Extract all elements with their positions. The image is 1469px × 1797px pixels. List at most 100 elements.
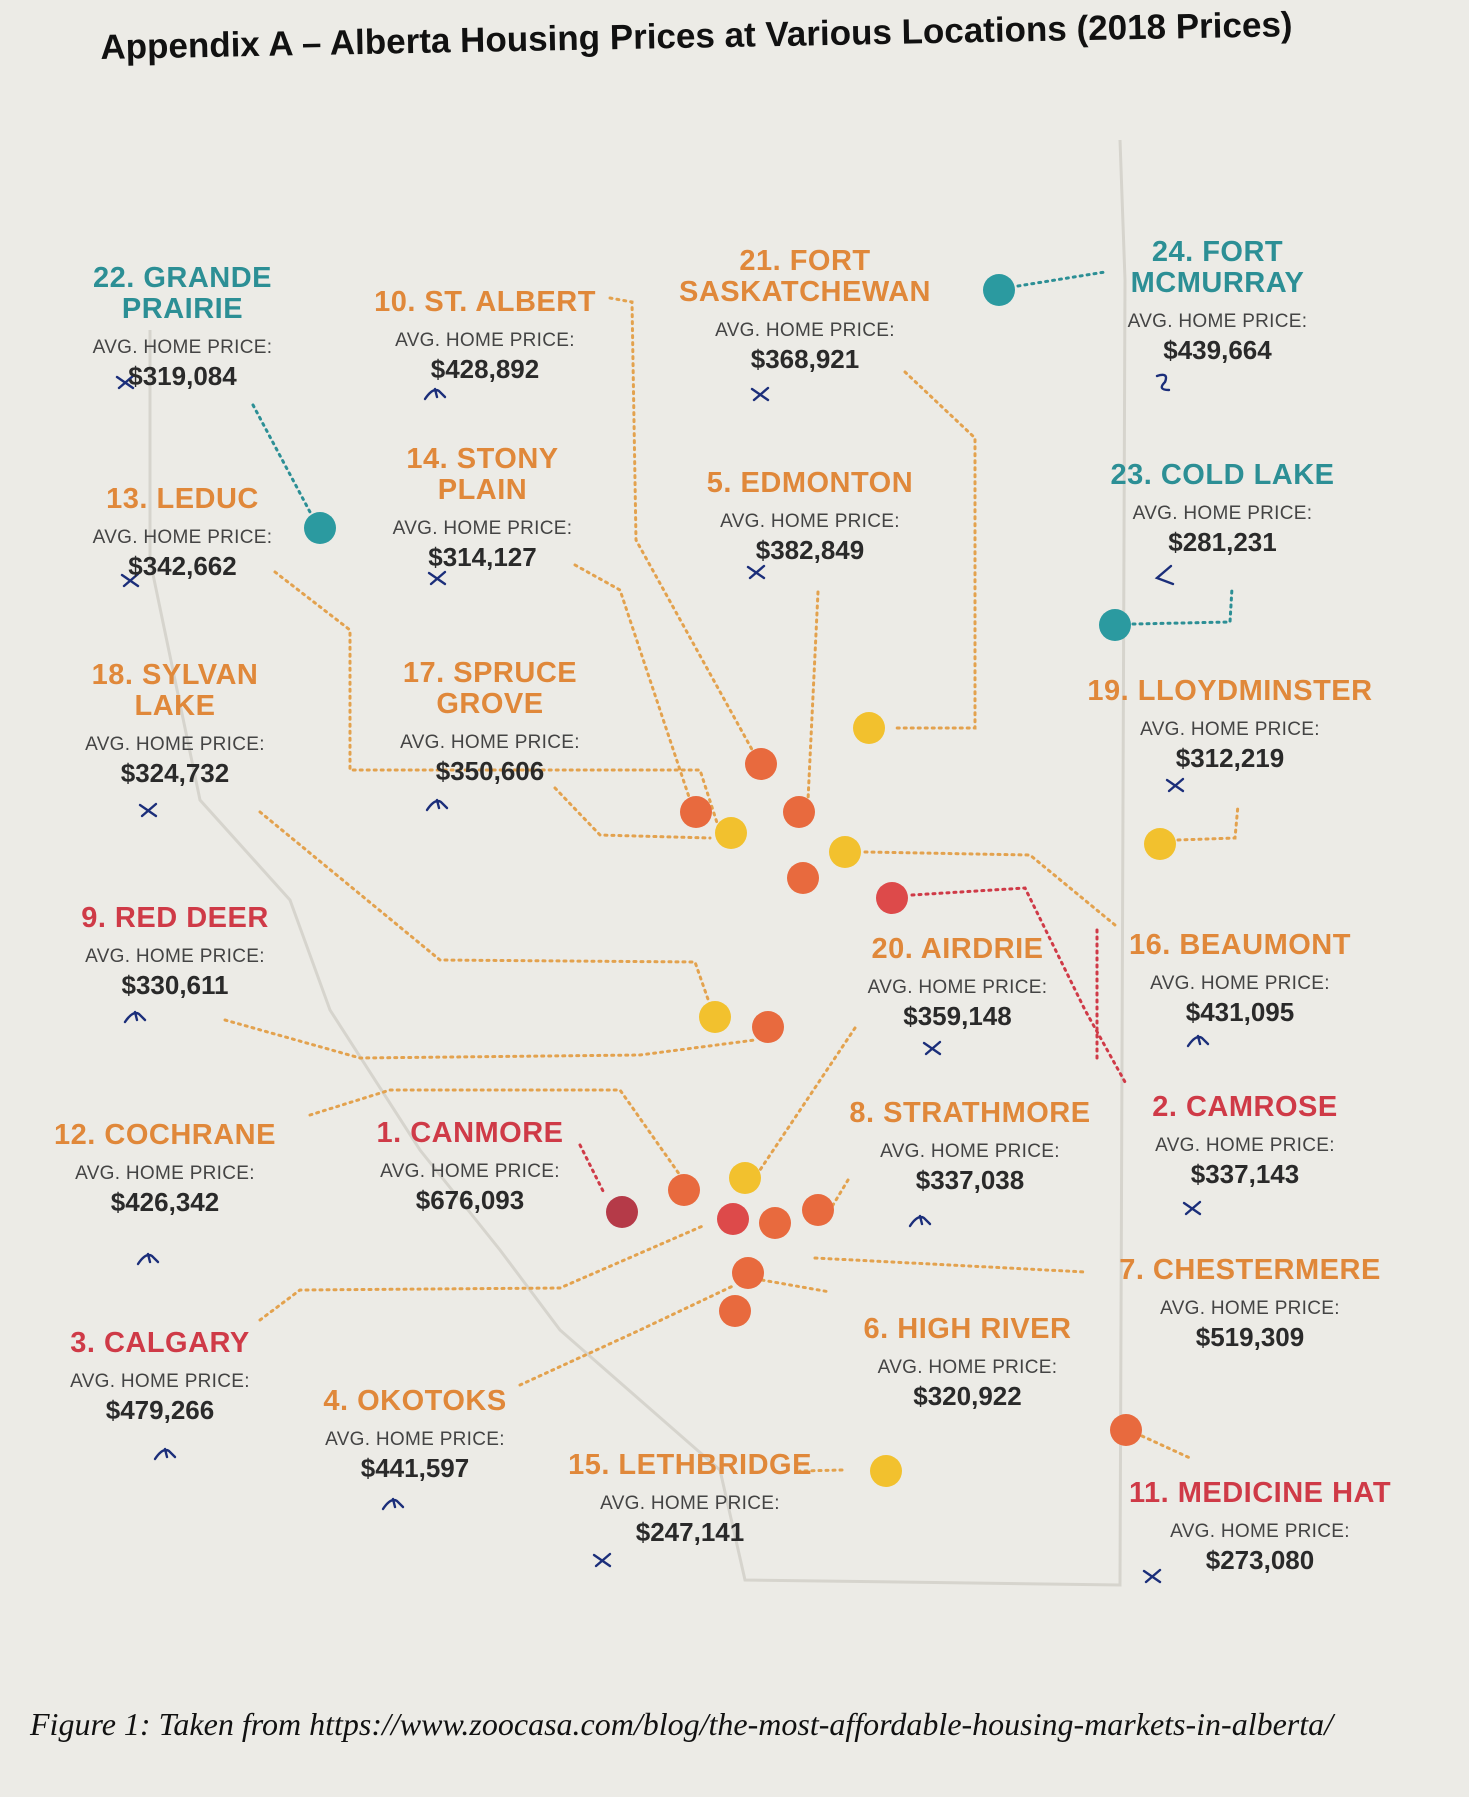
edmonton-dot — [783, 796, 815, 828]
leduc-dot — [787, 862, 819, 894]
grande-prairie-dot — [304, 512, 336, 544]
price-value: $320,922 — [913, 1381, 1022, 1411]
price-value: $330,611 — [121, 970, 229, 1000]
price-value: $441,597 — [360, 1453, 470, 1483]
outline-path — [148, 139, 1127, 1587]
location-leduc: 13. LEDUC AVG. HOME PRICE: $342,662 — [75, 484, 290, 582]
price-label: AVG. HOME PRICE: — [85, 734, 265, 755]
price-label: AVG. HOME PRICE: — [392, 518, 573, 539]
location-st-albert: 10. ST. ALBERT AVG. HOME PRICE: $428,892 — [365, 287, 605, 385]
province-outline — [148, 139, 1127, 1587]
location-name-line: 14. STONY — [406, 443, 559, 475]
location-stony-plain: 14. STONY PLAIN AVG. HOME PRICE: $314,127 — [370, 444, 595, 573]
leader-line — [553, 786, 712, 840]
price-value: $382,849 — [755, 535, 865, 565]
price-value: $439,664 — [1163, 335, 1272, 365]
location-camrose: 2. CAMROSE AVG. HOME PRICE: $337,143 — [1130, 1092, 1360, 1190]
location-name: 16. BEAUMONT — [1129, 929, 1351, 961]
airdrie-dot — [729, 1162, 761, 1194]
handwritten-check-mark — [746, 564, 766, 580]
location-strathmore: 8. STRATHMORE AVG. HOME PRICE: $337,038 — [835, 1098, 1105, 1196]
location-edmonton: 5. EDMONTON AVG. HOME PRICE: $382,849 — [685, 468, 935, 566]
handwritten-check-mark — [138, 802, 158, 818]
price-label: AVG. HOME PRICE: — [85, 946, 265, 967]
leader-line — [573, 563, 692, 802]
price-label: AVG. HOME PRICE: — [877, 1357, 1058, 1378]
location-name: 3. CALGARY — [70, 1327, 250, 1359]
handwritten-marks — [115, 373, 1210, 1584]
leader-line — [1140, 1434, 1192, 1460]
handwritten-check-mark — [381, 1497, 405, 1511]
location-name: 13. LEDUC — [106, 483, 259, 515]
location-name: 5. EDMONTON — [706, 467, 914, 499]
price-label: AVG. HOME PRICE: — [1155, 1135, 1335, 1156]
high-river-dot — [732, 1257, 764, 1289]
st-albert-dot — [745, 748, 777, 780]
handwritten-check-mark — [1154, 564, 1175, 586]
location-fort-mcmurray: 24. FORT MCMURRAY AVG. HOME PRICE: $439,664 — [1105, 237, 1330, 366]
location-fort-saskatchewan: 21. FORT SASKATCHEWAN AVG. HOME PRICE: $368… — [665, 246, 945, 375]
location-canmore: 1. CANMORE AVG. HOME PRICE: $676,093 — [345, 1118, 595, 1216]
location-name-line: PLAIN — [437, 474, 528, 506]
location-name: 9. RED DEER — [81, 902, 269, 934]
strathmore-dot — [802, 1194, 834, 1226]
location-name: 8. STRATHMORE — [849, 1097, 1091, 1129]
location-name-line: 18. SYLVAN — [91, 659, 259, 691]
location-name: 6. HIGH RIVER — [863, 1313, 1072, 1345]
leader-line — [798, 1468, 844, 1473]
location-sylvan-lake: 18. SYLVAN LAKE AVG. HOME PRICE: $324,732 — [70, 660, 280, 789]
location-name: 18. SYLVAN LAKE — [70, 660, 280, 722]
leader-line — [273, 570, 722, 834]
location-grande-prairie: 22. GRANDE PRAIRIE AVG. HOME PRICE: $319,08… — [80, 263, 285, 392]
price-value: $337,038 — [915, 1165, 1025, 1195]
chestermere-dot — [759, 1207, 791, 1239]
location-name-line: 22. GRANDE — [92, 262, 273, 294]
spruce-grove-dot — [715, 817, 747, 849]
price-label: AVG. HOME PRICE: — [92, 527, 273, 548]
location-name: 20. AIRDRIE — [871, 933, 1044, 965]
location-airdrie: 20. AIRDRIE AVG. HOME PRICE: $359,148 — [855, 934, 1060, 1032]
price-label: AVG. HOME PRICE: — [75, 1163, 255, 1184]
location-name-line: LAKE — [134, 690, 216, 722]
price-label: AVG. HOME PRICE: — [867, 977, 1048, 998]
price-value: $479,266 — [105, 1395, 215, 1425]
price-value: $431,095 — [1185, 997, 1295, 1027]
handwritten-check-mark — [427, 570, 447, 586]
location-okotoks: 4. OKOTOKS AVG. HOME PRICE: $441,597 — [305, 1386, 525, 1484]
price-label: AVG. HOME PRICE: — [70, 1371, 250, 1392]
location-name: 11. MEDICINE HAT — [1128, 1477, 1392, 1509]
location-cold-lake: 23. COLD LAKE AVG. HOME PRICE: $281,231 — [1095, 460, 1350, 558]
sylvan-lake-dot — [699, 1001, 731, 1033]
handwritten-check-mark — [1155, 373, 1171, 392]
leader-line — [578, 1143, 607, 1197]
leader-line — [608, 296, 762, 766]
location-name-line: 24. FORT — [1151, 236, 1284, 268]
price-label: AVG. HOME PRICE: — [715, 320, 895, 341]
handwritten-check-mark — [1182, 1200, 1202, 1216]
calgary-dot — [717, 1203, 749, 1235]
handwritten-check-mark — [922, 1040, 942, 1056]
leader-line — [806, 590, 820, 802]
handwritten-check-mark — [425, 798, 449, 812]
location-name-line: SASKATCHEWAN — [679, 276, 931, 308]
location-cochrane: 12. COCHRANE AVG. HOME PRICE: $426,342 — [45, 1120, 285, 1218]
price-label: AVG. HOME PRICE: — [325, 1429, 505, 1450]
location-calgary: 3. CALGARY AVG. HOME PRICE: $479,266 — [55, 1328, 265, 1426]
location-name-line: MCMURRAY — [1130, 267, 1305, 299]
lethbridge-dot — [870, 1455, 902, 1487]
fort-saskatchewan-dot — [853, 712, 885, 744]
location-name: 24. FORT MCMURRAY — [1105, 237, 1330, 299]
price-label: AVG. HOME PRICE: — [1160, 1298, 1340, 1319]
location-high-river: 6. HIGH RIVER AVG. HOME PRICE: $320,922 — [845, 1314, 1090, 1412]
stony-plain-dot — [680, 796, 712, 828]
handwritten-check-mark — [908, 1214, 932, 1228]
figure-caption: Figure 1: Taken from https://www.zoocasa… — [30, 1706, 1334, 1742]
price-label: AVG. HOME PRICE: — [1140, 719, 1320, 740]
location-lethbridge: 15. LETHBRIDGE AVG. HOME PRICE: $247,141 — [555, 1450, 825, 1548]
price-value: $426,342 — [110, 1187, 220, 1217]
leader-line — [760, 1278, 832, 1294]
fort-mcmurray-dot — [983, 274, 1015, 306]
price-label: AVG. HOME PRICE: — [380, 1161, 560, 1182]
leader-line — [518, 1283, 737, 1387]
